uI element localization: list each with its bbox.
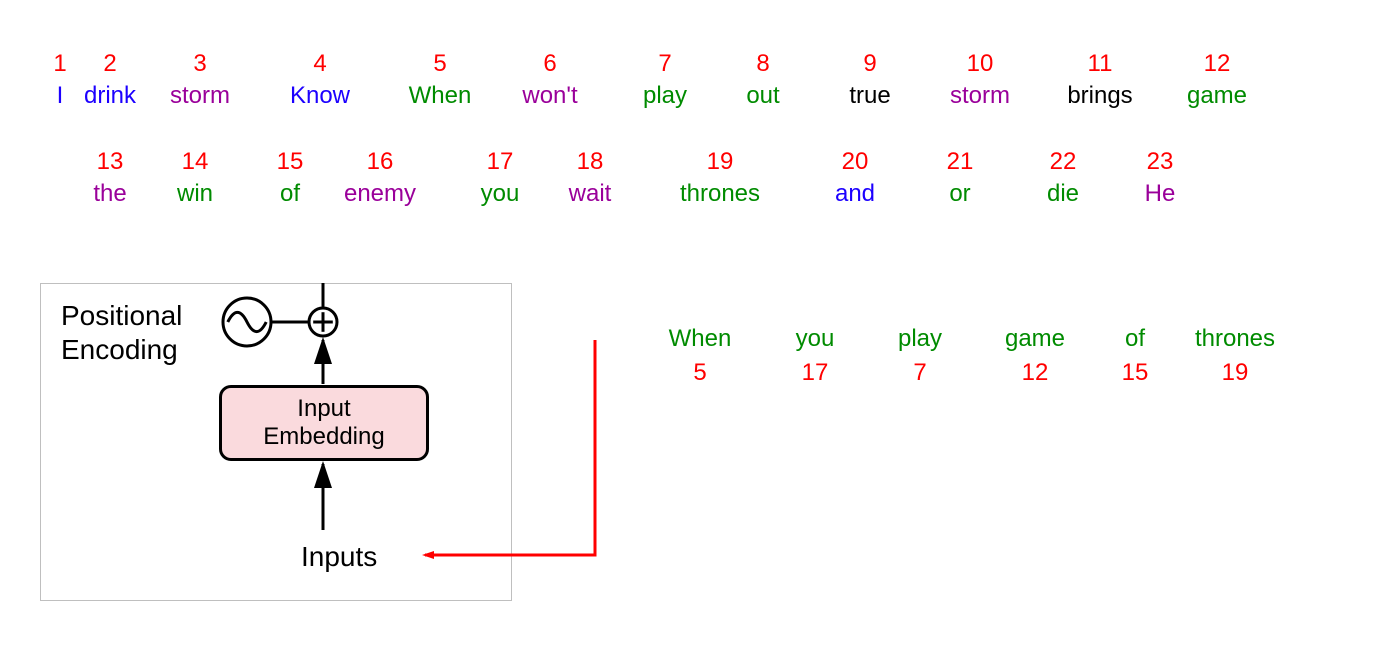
sentence-index: 7: [913, 359, 926, 387]
sentence-word: play: [898, 325, 942, 353]
vocab-word: drink: [84, 82, 136, 110]
vocab-word: He: [1145, 180, 1176, 208]
pe-label-line1: Positional: [61, 300, 182, 331]
vocab-item: 16 enemy: [344, 148, 416, 208]
vocab-item: 5 When: [409, 50, 472, 110]
vocab-item: 19 thrones: [680, 148, 760, 208]
vocab-word: die: [1047, 180, 1079, 208]
vocab-item: 1I: [53, 50, 66, 110]
vocab-word: the: [93, 180, 126, 208]
vocab-index: 20: [842, 148, 869, 176]
vocab-word: of: [280, 180, 300, 208]
vocab-index: 21: [947, 148, 974, 176]
sentence-word: of: [1125, 325, 1145, 353]
vocab-item: 23 He: [1145, 148, 1176, 208]
vocab-word: play: [643, 82, 687, 110]
vocab-item: 7 play: [643, 50, 687, 110]
vocab-index: 12: [1204, 50, 1231, 78]
vocab-word: storm: [170, 82, 230, 110]
vocab-word: I: [57, 82, 64, 110]
embed-label-line2: Embedding: [263, 423, 384, 451]
vocab-index: 13: [97, 148, 124, 176]
vocab-index: 14: [182, 148, 209, 176]
sentence-item: When 5: [669, 325, 732, 387]
vocab-index: 7: [658, 50, 671, 78]
vocab-item: 21 or: [947, 148, 974, 208]
inputs-label: Inputs: [301, 541, 377, 573]
vocab-word: true: [849, 82, 890, 110]
input-embedding-box: Input Embedding: [219, 385, 429, 461]
vocab-index: 22: [1050, 148, 1077, 176]
vocab-word: and: [835, 180, 875, 208]
vocab-index: 6: [543, 50, 556, 78]
vocabulary-table: 1I2drink3storm4Know5When6won't7play8out9…: [0, 50, 1400, 218]
vocab-word: Know: [290, 82, 350, 110]
vocab-row-1: 1I2drink3storm4Know5When6won't7play8out9…: [0, 50, 1400, 120]
vocab-item: 13 the: [93, 148, 126, 208]
vocab-index: 17: [487, 148, 514, 176]
vocab-item: 12 game: [1187, 50, 1247, 110]
vocab-index: 16: [367, 148, 394, 176]
vocab-item: 2 drink: [84, 50, 136, 110]
sentence-word: When: [669, 325, 732, 353]
vocab-word: wait: [569, 180, 612, 208]
vocab-index: 19: [707, 148, 734, 176]
sentence-index: 15: [1122, 359, 1149, 387]
sentence-index: 5: [693, 359, 706, 387]
pe-label-line2: Encoding: [61, 334, 178, 365]
vocab-item: 18 wait: [569, 148, 612, 208]
sentence-word: you: [796, 325, 835, 353]
vocab-item: 22 die: [1047, 148, 1079, 208]
vocab-index: 11: [1088, 50, 1113, 78]
vocab-item: 17 you: [481, 148, 520, 208]
sentence-item: of 15: [1122, 325, 1149, 387]
vocab-word: storm: [950, 82, 1010, 110]
vocab-row-2: 13 the 14 win 15 of 16 enemy 17 you 18 wait 19 throne…: [0, 148, 1400, 218]
sentence-index: 17: [802, 359, 829, 387]
vocab-item: 20 and: [835, 148, 875, 208]
vocab-word: you: [481, 180, 520, 208]
vocab-index: 10: [967, 50, 994, 78]
vocab-item: 15 of: [277, 148, 304, 208]
sentence-index: 12: [1022, 359, 1049, 387]
vocab-item: 10 storm: [950, 50, 1010, 110]
vocab-index: 4: [313, 50, 326, 78]
vocab-index: 8: [756, 50, 769, 78]
vocab-index: 2: [103, 50, 116, 78]
vocab-index: 23: [1147, 148, 1174, 176]
positional-encoding-label: Positional Encoding: [61, 299, 182, 366]
sentence-item: game 12: [1005, 325, 1065, 387]
vocab-item: 11 brings: [1067, 50, 1132, 110]
vocab-word: enemy: [344, 180, 416, 208]
vocab-index: 9: [863, 50, 876, 78]
sentence-word: thrones: [1195, 325, 1275, 353]
vocab-index: 15: [277, 148, 304, 176]
sentence-item: you 17: [796, 325, 835, 387]
vocab-item: 3 storm: [170, 50, 230, 110]
vocab-word: brings: [1067, 82, 1132, 110]
vocab-word: out: [746, 82, 779, 110]
positional-encoding-diagram: Positional Encoding Input Embedding Inpu…: [40, 283, 512, 601]
sentence-index: 19: [1222, 359, 1249, 387]
vocab-word: When: [409, 82, 472, 110]
vocab-item: 14 win: [177, 148, 213, 208]
vocab-item: 4 Know: [290, 50, 350, 110]
vocab-item: 8 out: [746, 50, 779, 110]
vocab-word: or: [949, 180, 970, 208]
vocab-index: 5: [433, 50, 446, 78]
vocab-index: 1: [53, 50, 66, 78]
vocab-item: 6 won't: [522, 50, 577, 110]
vocab-word: won't: [522, 82, 577, 110]
sentence-word: game: [1005, 325, 1065, 353]
vocab-item: 9 true: [849, 50, 890, 110]
vocab-index: 3: [193, 50, 206, 78]
embed-label-line1: Input: [297, 395, 350, 423]
sentence-item: thrones 19: [1195, 325, 1275, 387]
vocab-word: thrones: [680, 180, 760, 208]
vocab-word: win: [177, 180, 213, 208]
vocab-word: game: [1187, 82, 1247, 110]
sentence-item: play 7: [898, 325, 942, 387]
vocab-index: 18: [577, 148, 604, 176]
